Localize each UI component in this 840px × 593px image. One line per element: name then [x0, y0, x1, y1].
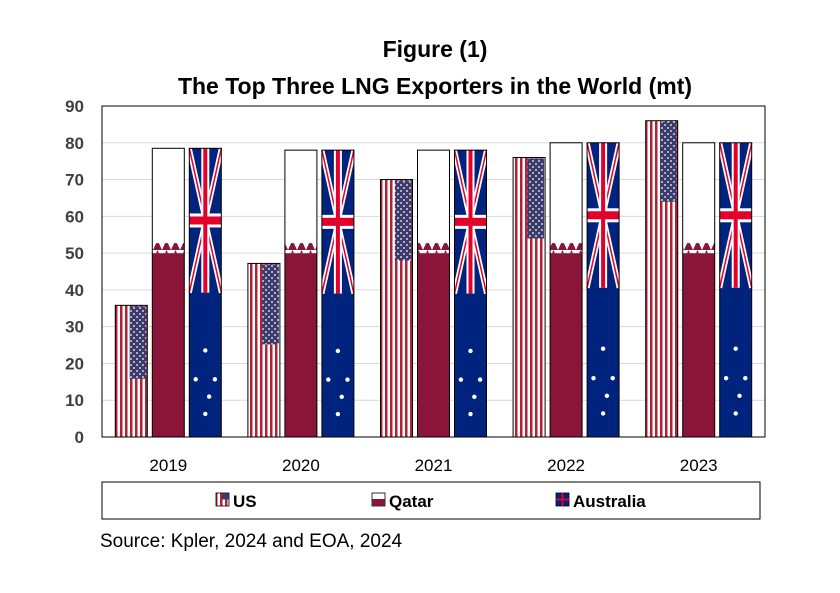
legend-label-australia: Australia	[573, 492, 646, 511]
y-tick-label: 30	[65, 318, 84, 337]
y-tick-label: 50	[65, 244, 84, 263]
bar-australia-2020	[319, 149, 357, 438]
bar-us-2023	[645, 120, 679, 438]
bar-australia-2022	[584, 142, 622, 438]
x-tick-label: 2022	[547, 456, 585, 475]
bar-us-2020	[247, 262, 281, 438]
legend-swatch-australia	[555, 492, 570, 507]
legend-item-qatar: Qatar	[371, 492, 434, 511]
legend-label-qatar: Qatar	[389, 492, 434, 511]
source-note: Source: Kpler, 2024 and EOA, 2024	[100, 531, 403, 552]
plot-frame	[101, 105, 766, 438]
y-tick-label: 40	[65, 281, 84, 300]
y-tick-label: 20	[65, 354, 84, 373]
bars	[114, 120, 755, 438]
x-tick-label: 2019	[149, 456, 187, 475]
bar-qatar-2019	[151, 147, 185, 438]
bar-us-2019	[114, 304, 148, 438]
legend-swatch-us	[215, 492, 230, 507]
bar-us-2022	[512, 156, 546, 438]
legend-item-us: US	[215, 492, 257, 511]
x-tick-label: 2023	[680, 456, 718, 475]
y-tick-label: 10	[65, 391, 84, 410]
legend-item-australia: Australia	[555, 492, 646, 511]
y-tick-label: 60	[65, 207, 84, 226]
y-tick-label: 80	[65, 134, 84, 153]
x-tick-label: 2020	[282, 456, 320, 475]
bar-australia-2019	[186, 147, 224, 438]
bar-qatar-2023	[682, 142, 716, 438]
bar-australia-2021	[452, 149, 489, 438]
chart-subtitle: The Top Three LNG Exporters in the World…	[178, 73, 692, 99]
chart-title: Figure (1)	[383, 36, 488, 62]
legend-box	[101, 481, 761, 520]
y-tick-label: 0	[75, 428, 84, 447]
y-tick-label: 70	[65, 171, 84, 190]
bar-qatar-2022	[549, 142, 583, 438]
legend-swatch-qatar	[371, 492, 386, 507]
legend-label-us: US	[233, 492, 257, 511]
bar-us-2021	[380, 179, 413, 438]
y-axis-ticks: 0 10 20 30 40 50 60 70 80 90	[65, 97, 84, 447]
x-axis-categories: 2019 2020 2021 2022 2023	[149, 456, 717, 475]
legend: US Qatar Australia	[215, 492, 646, 511]
bar-qatar-2021	[417, 149, 450, 438]
bar-australia-2023	[717, 142, 755, 438]
bar-qatar-2020	[284, 149, 318, 438]
y-tick-label: 90	[65, 97, 84, 116]
x-tick-label: 2021	[415, 456, 453, 475]
